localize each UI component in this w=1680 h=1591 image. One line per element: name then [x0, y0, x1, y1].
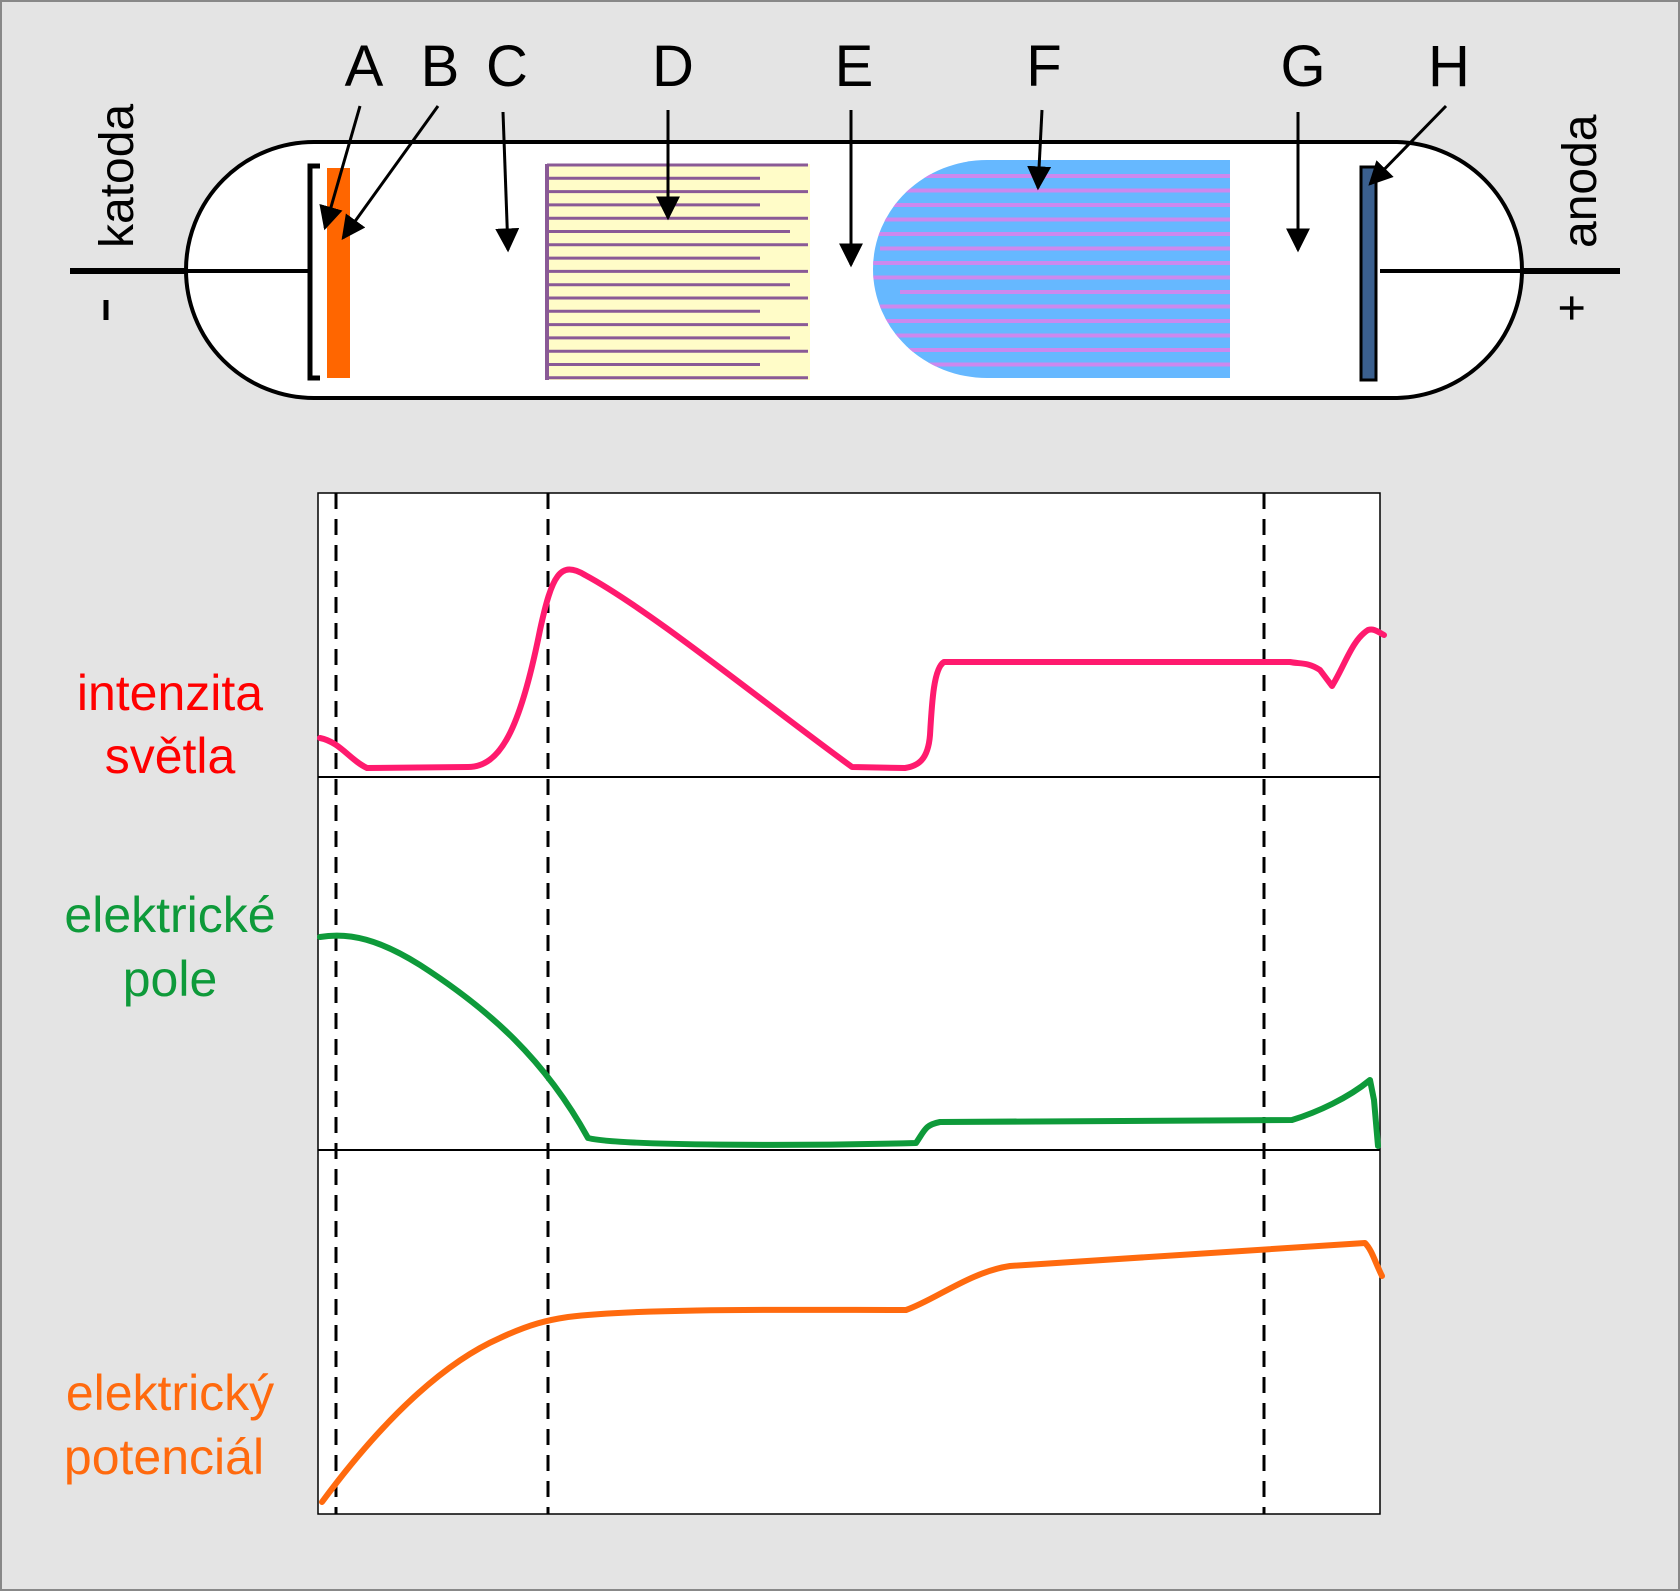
- tube-body: [184, 140, 1524, 400]
- label-a: A: [345, 34, 384, 99]
- arrow-a: [319, 105, 362, 231]
- electric-potential-label-line1: elektrický: [66, 1365, 274, 1421]
- arrow-c: [495, 111, 520, 253]
- light-intensity-label-line1: intenzita: [77, 665, 263, 721]
- light-intensity-label-line2: světla: [105, 728, 236, 784]
- label-e: E: [835, 34, 874, 99]
- cathode-electrode: [307, 163, 320, 381]
- light-intensity-curve: [317, 566, 1387, 771]
- electric-field-label-line1: elektrické: [64, 887, 275, 943]
- electric-field-label-line2: pole: [123, 951, 218, 1007]
- label-b: B: [421, 34, 460, 99]
- cathode-glow-layer: [327, 168, 350, 378]
- positive-column-fill: [873, 160, 1230, 378]
- plus-sign: +: [1546, 294, 1599, 322]
- anode-electrode: [1359, 165, 1378, 382]
- region-letters: A B C D E F G H: [345, 34, 1470, 99]
- region-pointers: [319, 104, 1448, 268]
- positive-column-region: [873, 160, 1230, 378]
- label-d: D: [652, 34, 694, 99]
- positive-column-striations: [873, 174, 1230, 367]
- electric-field-curve: [317, 932, 1381, 1149]
- negative-glow-region: [545, 163, 810, 380]
- cathode-label: katoda: [91, 104, 144, 248]
- arrow-b: [341, 105, 440, 240]
- label-g: G: [1280, 34, 1325, 99]
- label-c: C: [486, 34, 528, 99]
- arrow-h: [1368, 104, 1448, 186]
- label-h: H: [1428, 34, 1470, 99]
- arrow-f: [1027, 109, 1052, 191]
- electric-potential-curve: [319, 1240, 1385, 1505]
- discharge-tube: A B C D E F G H katoda anoda +: [70, 34, 1620, 400]
- label-f: F: [1026, 34, 1061, 99]
- plot-labels: intenzita světla elektrické pole elektri…: [64, 665, 276, 1485]
- plot-panel: intenzita světla elektrické pole elektri…: [64, 492, 1387, 1515]
- negative-glow-striations: [545, 163, 808, 380]
- electric-potential-label-line2: potenciál: [64, 1429, 264, 1485]
- anode-label: anoda: [1554, 114, 1607, 248]
